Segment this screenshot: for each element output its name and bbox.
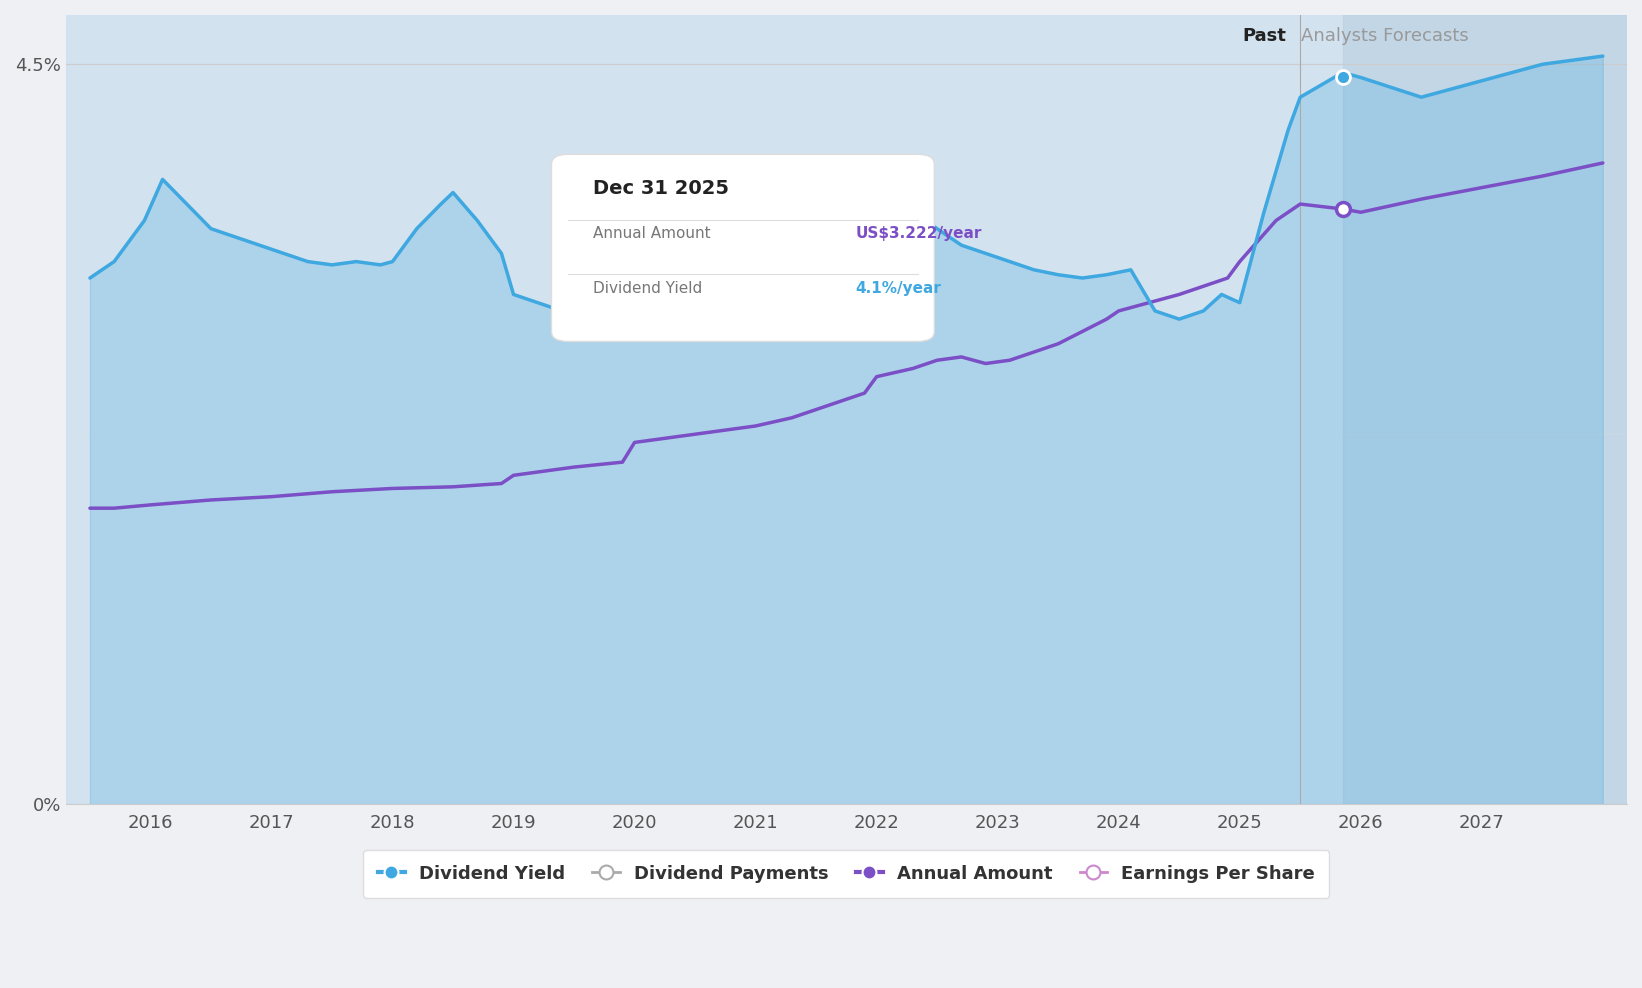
Text: Analysts Forecasts: Analysts Forecasts — [1300, 27, 1470, 44]
Text: Dividend Yield: Dividend Yield — [593, 281, 701, 295]
Text: US$3.222/year: US$3.222/year — [855, 226, 982, 241]
Text: Dec 31 2025: Dec 31 2025 — [593, 179, 729, 198]
Text: Annual Amount: Annual Amount — [593, 226, 711, 241]
Text: Past: Past — [1241, 27, 1286, 44]
Legend: Dividend Yield, Dividend Payments, Annual Amount, Earnings Per Share: Dividend Yield, Dividend Payments, Annua… — [363, 851, 1330, 898]
Bar — [66, 15, 1627, 804]
Text: 4.1%/year: 4.1%/year — [855, 281, 941, 295]
Bar — [1343, 15, 1627, 804]
